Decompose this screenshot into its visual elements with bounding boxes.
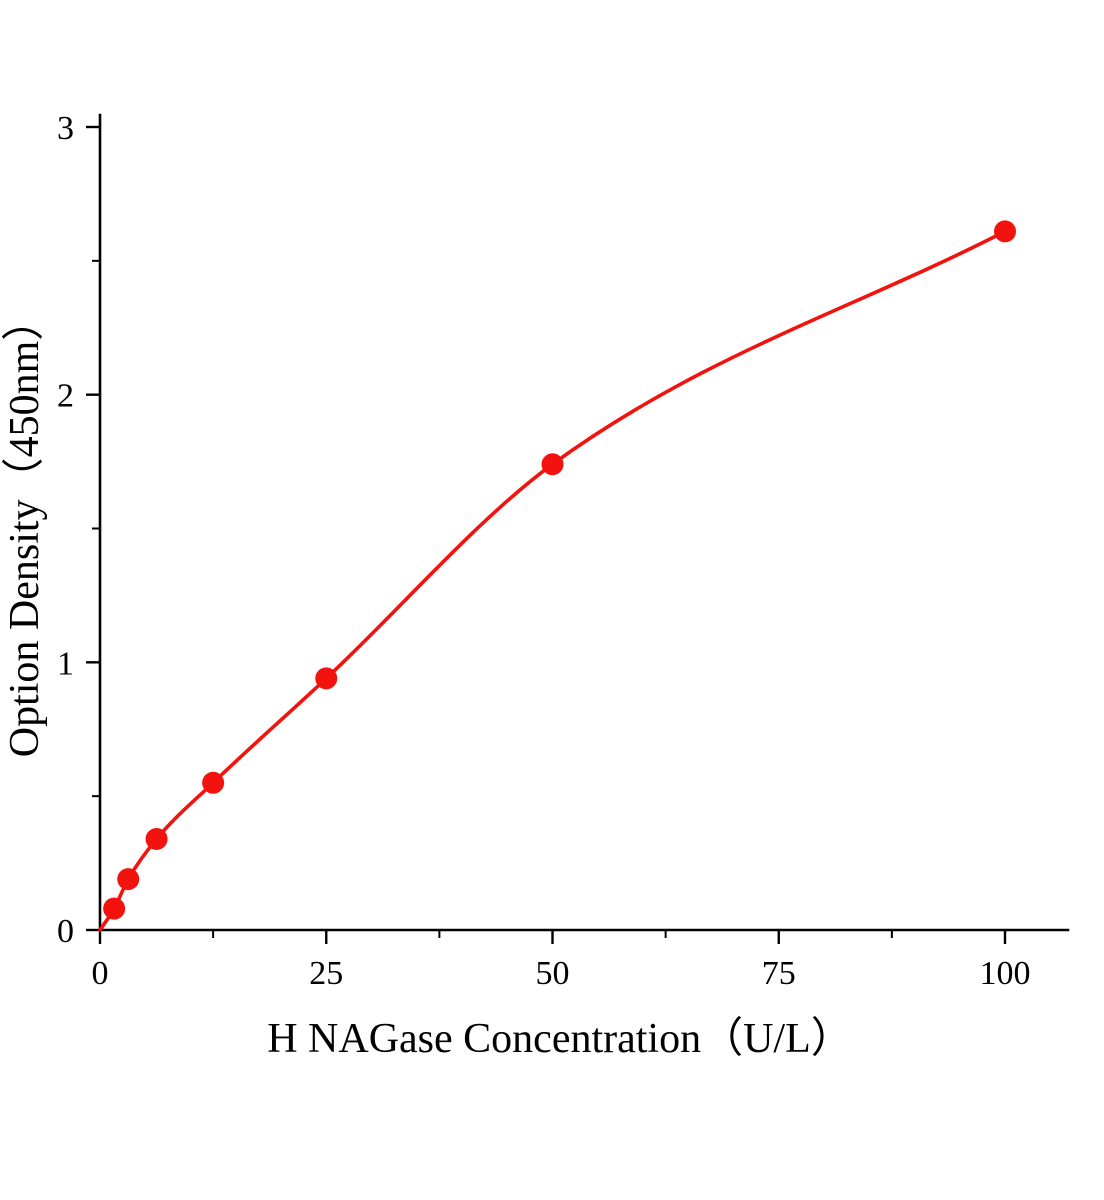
- data-point-marker: [315, 667, 338, 690]
- fit-curve: [98, 229, 1007, 932]
- y-tick-label: 0: [57, 913, 74, 950]
- plot-area: 0 25 50 75 100 0 1 2 3: [57, 110, 1070, 992]
- data-points: [103, 220, 1016, 920]
- y-axis-title: Option Density（450nm）: [2, 299, 48, 758]
- data-point-marker: [202, 771, 225, 794]
- x-axis-title: H NAGase Concentration（U/L）: [267, 1016, 853, 1062]
- x-tick-label: 50: [536, 955, 570, 992]
- y-tick-label: 2: [57, 378, 74, 415]
- data-point-marker: [103, 897, 126, 920]
- minor-tick-marks: [92, 259, 893, 938]
- y-tick-label: 1: [57, 645, 74, 682]
- data-point-marker: [117, 868, 140, 891]
- tick-marks: [86, 125, 1007, 944]
- x-tick-label: 100: [980, 955, 1031, 992]
- tick-labels: 0 25 50 75 100 0 1 2 3: [57, 110, 1031, 992]
- x-tick-label: 25: [309, 955, 343, 992]
- data-point-marker: [541, 453, 564, 476]
- data-point-marker: [994, 220, 1016, 243]
- data-point-marker: [145, 827, 168, 850]
- axes: [98, 113, 1070, 932]
- x-tick-label: 75: [762, 955, 796, 992]
- y-tick-label: 3: [57, 110, 74, 147]
- x-tick-label: 0: [92, 955, 109, 992]
